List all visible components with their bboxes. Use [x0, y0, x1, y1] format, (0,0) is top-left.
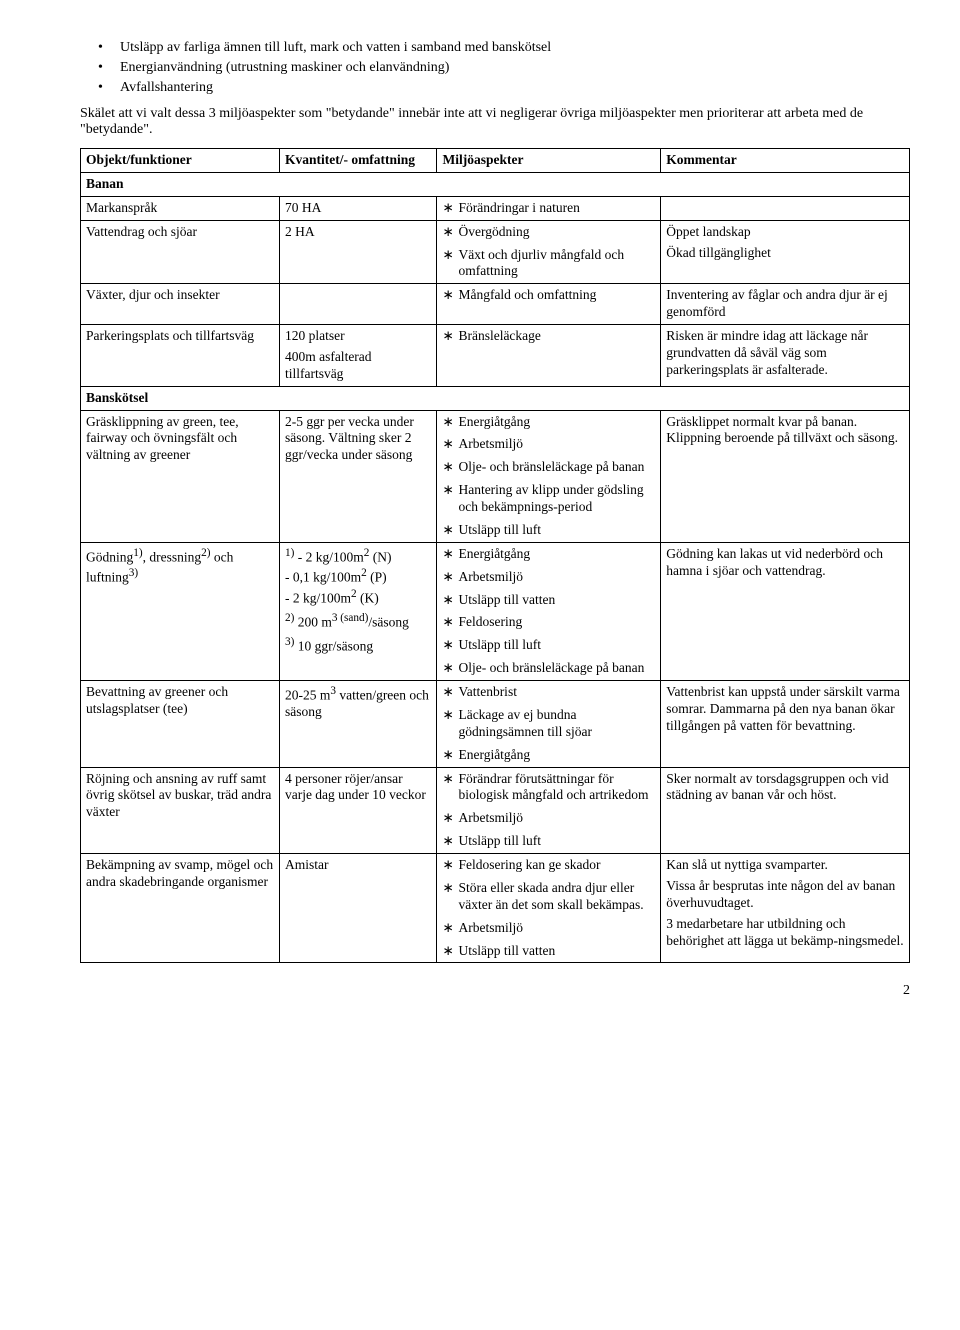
- th-objekt: Objekt/funktioner: [81, 149, 280, 173]
- miljo-table: Objekt/funktioner Kvantitet/- omfattning…: [80, 148, 910, 963]
- cell-kvantitet: 20-25 m3 vatten/green och säsong: [279, 681, 437, 768]
- table-row: Röjning och ansning av ruff samt övrig s…: [81, 767, 910, 854]
- table-row: Bevattning av greener och utslagsplatser…: [81, 681, 910, 768]
- cell-kommentar: Gödning kan lakas ut vid nederbörd och h…: [661, 542, 910, 680]
- cell-kvantitet: 2 HA: [279, 220, 437, 284]
- section-label: Banan: [81, 172, 910, 196]
- cell-objekt: Röjning och ansning av ruff samt övrig s…: [81, 767, 280, 854]
- cell-objekt: Gödning1), dressning2) och luftning3): [81, 542, 280, 680]
- cell-objekt: Växter, djur och insekter: [81, 284, 280, 325]
- intro-bullets: Utsläpp av farliga ämnen till luft, mark…: [80, 40, 910, 96]
- cell-miljoaspekter: EnergiåtgångArbetsmiljöUtsläpp till vatt…: [437, 542, 661, 680]
- section-row: Banan: [81, 172, 910, 196]
- cell-kvantitet: 120 platser400m asfalterad tillfartsväg: [279, 325, 437, 387]
- section-label: Banskötsel: [81, 386, 910, 410]
- th-kvantitet: Kvantitet/- omfattning: [279, 149, 437, 173]
- cell-kvantitet: 2-5 ggr per vecka under säsong. Vältning…: [279, 410, 437, 542]
- cell-kvantitet: Amistar: [279, 854, 437, 963]
- cell-kommentar: Gräsklippet normalt kvar på banan. Klipp…: [661, 410, 910, 542]
- cell-kommentar: Vattenbrist kan uppstå under särskilt va…: [661, 681, 910, 768]
- cell-kvantitet: 70 HA: [279, 196, 437, 220]
- intro-bullet-item: Energianvändning (utrustning maskiner oc…: [98, 60, 910, 76]
- cell-kvantitet: 1) - 2 kg/100m2 (N)- 0,1 kg/100m2 (P)- 2…: [279, 542, 437, 680]
- table-row: Gräsklippning av green, tee, fairway och…: [81, 410, 910, 542]
- table-header-row: Objekt/funktioner Kvantitet/- omfattning…: [81, 149, 910, 173]
- table-row: Vattendrag och sjöar2 HAÖvergödningVäxt …: [81, 220, 910, 284]
- cell-miljoaspekter: EnergiåtgångArbetsmiljöOlje- och bränsle…: [437, 410, 661, 542]
- cell-kommentar: Sker normalt av torsdagsgruppen och vid …: [661, 767, 910, 854]
- table-row: Bekämpning av svamp, mögel och andra ska…: [81, 854, 910, 963]
- cell-miljoaspekter: Mångfald och omfattning: [437, 284, 661, 325]
- cell-miljoaspekter: Förändrar förutsättningar för biologisk …: [437, 767, 661, 854]
- intro-paragraph: Skälet att vi valt dessa 3 miljöaspekter…: [80, 106, 910, 138]
- th-miljoaspekter: Miljöaspekter: [437, 149, 661, 173]
- cell-objekt: Markanspråk: [81, 196, 280, 220]
- th-kommentar: Kommentar: [661, 149, 910, 173]
- table-row: Gödning1), dressning2) och luftning3)1) …: [81, 542, 910, 680]
- cell-kommentar: Öppet landskapÖkad tillgänglighet: [661, 220, 910, 284]
- cell-miljoaspekter: VattenbristLäckage av ej bundna gödnings…: [437, 681, 661, 768]
- cell-objekt: Bekämpning av svamp, mögel och andra ska…: [81, 854, 280, 963]
- table-row: Växter, djur och insekter Mångfald och om…: [81, 284, 910, 325]
- intro-bullet-item: Utsläpp av farliga ämnen till luft, mark…: [98, 40, 910, 56]
- cell-miljoaspekter: ÖvergödningVäxt och djurliv mångfald och…: [437, 220, 661, 284]
- table-row: Parkeringsplats och tillfartsväg120 plat…: [81, 325, 910, 387]
- cell-objekt: Gräsklippning av green, tee, fairway och…: [81, 410, 280, 542]
- table-row: Markanspråk70 HAFörändringar i naturen: [81, 196, 910, 220]
- page-number: 2: [80, 983, 910, 999]
- cell-kvantitet: 4 personer röjer/ansar varje dag under 1…: [279, 767, 437, 854]
- cell-objekt: Bevattning av greener och utslagsplatser…: [81, 681, 280, 768]
- cell-kommentar: Risken är mindre idag att läckage når gr…: [661, 325, 910, 387]
- cell-objekt: Parkeringsplats och tillfartsväg: [81, 325, 280, 387]
- section-row: Banskötsel: [81, 386, 910, 410]
- cell-kommentar: [661, 196, 910, 220]
- cell-miljoaspekter: Förändringar i naturen: [437, 196, 661, 220]
- cell-miljoaspekter: Bränsleläckage: [437, 325, 661, 387]
- cell-miljoaspekter: Feldosering kan ge skadorStöra eller ska…: [437, 854, 661, 963]
- intro-bullet-item: Avfallshantering: [98, 80, 910, 96]
- cell-kvantitet: [279, 284, 437, 325]
- cell-objekt: Vattendrag och sjöar: [81, 220, 280, 284]
- cell-kommentar: Inventering av fåglar och andra djur är …: [661, 284, 910, 325]
- cell-kommentar: Kan slå ut nyttiga svamparter.Vissa år b…: [661, 854, 910, 963]
